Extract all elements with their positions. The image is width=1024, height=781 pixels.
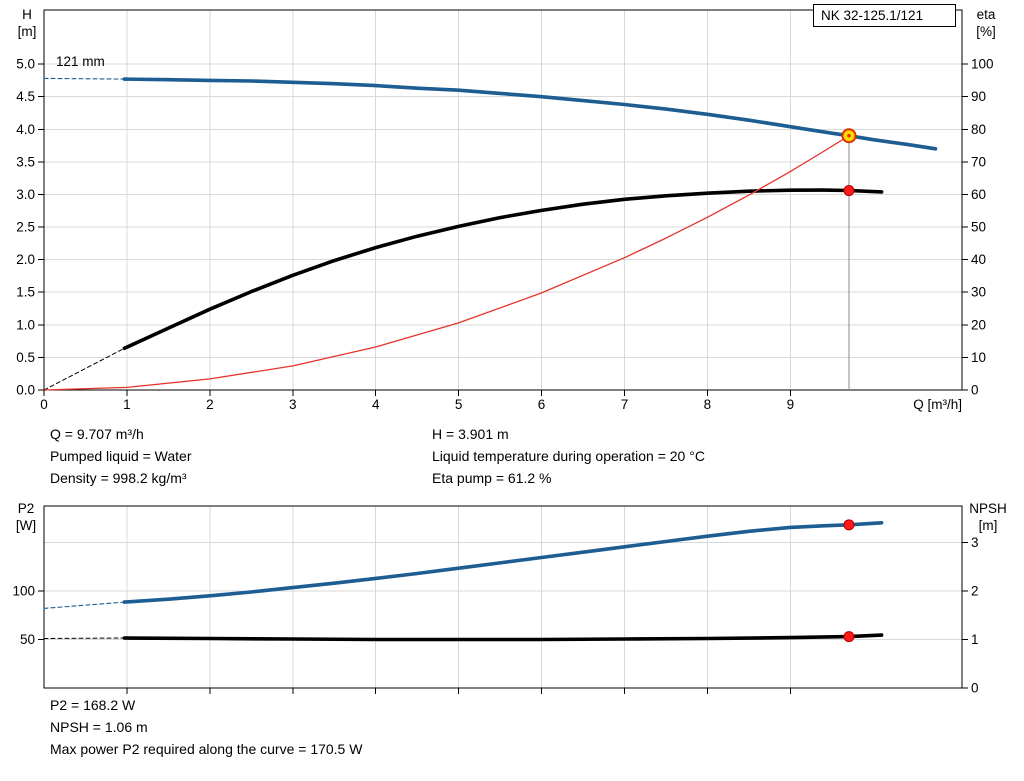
info-max-power: Max power P2 required along the curve = …: [50, 741, 363, 757]
y-right-tick-label: 10: [971, 350, 986, 365]
h-axis-symbol: H: [22, 7, 32, 22]
y-left-tick-label: 2.5: [16, 220, 35, 235]
y-left-tick-label: 0.0: [16, 383, 35, 398]
eta-axis-title: eta [%]: [966, 6, 1006, 40]
p2-axis-symbol: P2: [17, 501, 35, 516]
x-tick-label: 9: [787, 397, 795, 412]
info-p2: P2 = 168.2 W: [50, 697, 136, 713]
x-tick-label: 4: [372, 397, 380, 412]
q-axis-title: Q [m³/h]: [913, 397, 962, 412]
info-temperature: Liquid temperature during operation = 20…: [432, 448, 705, 464]
h-axis-title: H [m]: [10, 6, 44, 40]
y-right-tick-label: 70: [971, 154, 986, 169]
impeller-diameter-label: 121 mm: [56, 54, 105, 69]
x-tick-label: 7: [621, 397, 629, 412]
system-curve: [43, 135, 850, 391]
p2-axis-title: P2 [W]: [8, 500, 44, 534]
y-left-tick-label: 1.5: [16, 285, 35, 300]
eta-curve: [122, 188, 884, 351]
duty-point-center: [847, 133, 851, 138]
head-curve-extension: [43, 77, 125, 80]
y-right-tick-label: 30: [971, 285, 986, 300]
h-axis-unit: [m]: [17, 24, 37, 39]
y-right-tick-label: 3: [971, 535, 979, 550]
y-left-tick-label: 2.0: [16, 252, 35, 267]
y-right-tick-label: 90: [971, 89, 986, 104]
x-tick-label: 6: [538, 397, 546, 412]
info-liquid: Pumped liquid = Water: [50, 448, 192, 464]
y-left-tick-label: 3.0: [16, 187, 35, 202]
y-left-tick-label: 50: [20, 632, 35, 647]
info-density: Density = 998.2 kg/m³: [50, 470, 187, 486]
p2-point-marker: [843, 519, 855, 531]
x-tick-label: 0: [40, 397, 48, 412]
info-head: H = 3.901 m: [432, 426, 509, 442]
y-right-tick-label: 0: [971, 681, 979, 696]
y-left-tick-label: 4.0: [16, 122, 35, 137]
y-right-tick-label: 40: [971, 252, 986, 267]
p2-axis-unit: [W]: [15, 518, 37, 533]
x-tick-label: 3: [289, 397, 297, 412]
eta-axis-unit: [%]: [976, 24, 996, 39]
p2-curve: [122, 520, 884, 604]
y-right-tick-label: 100: [971, 57, 994, 72]
npsh-axis-unit: [m]: [978, 518, 998, 533]
npsh-curve: [122, 633, 884, 642]
y-left-tick-label: 0.5: [16, 350, 35, 365]
y-right-tick-label: 2: [971, 583, 979, 598]
y-left-tick-label: 5.0: [16, 57, 35, 72]
npsh-axis-title: NPSH [m]: [960, 500, 1016, 534]
y-right-tick-label: 1: [971, 632, 979, 647]
npsh-point-marker: [843, 631, 855, 643]
y-left-tick-label: 4.5: [16, 89, 35, 104]
npsh-curve-extension: [43, 637, 125, 639]
y-left-tick-label: 100: [12, 583, 35, 598]
info-eta: Eta pump = 61.2 %: [432, 470, 552, 486]
eta-axis-symbol: eta: [976, 7, 996, 22]
info-flow: Q = 9.707 m³/h: [50, 426, 144, 442]
y-left-tick-label: 1.0: [16, 317, 35, 332]
x-tick-label: 1: [123, 397, 131, 412]
y-right-tick-label: 20: [971, 317, 986, 332]
plot-frame: [43, 505, 963, 689]
head-curve: [122, 77, 938, 151]
plot-frame: [43, 9, 963, 391]
x-tick-label: 8: [704, 397, 712, 412]
npsh-axis-symbol: NPSH: [969, 501, 1007, 516]
y-right-tick-label: 80: [971, 122, 986, 137]
y-right-tick-label: 0: [971, 383, 979, 398]
info-npsh: NPSH = 1.06 m: [50, 719, 148, 735]
y-right-tick-label: 60: [971, 187, 986, 202]
x-tick-label: 5: [455, 397, 463, 412]
eta-curve-extension: [43, 347, 125, 391]
y-right-tick-label: 50: [971, 220, 986, 235]
pump-name-box: NK 32-125.1/121: [813, 4, 956, 27]
y-left-tick-label: 3.5: [16, 154, 35, 169]
p2-curve-extension: [43, 601, 125, 609]
eta-point-marker: [843, 185, 855, 197]
x-tick-label: 2: [206, 397, 214, 412]
